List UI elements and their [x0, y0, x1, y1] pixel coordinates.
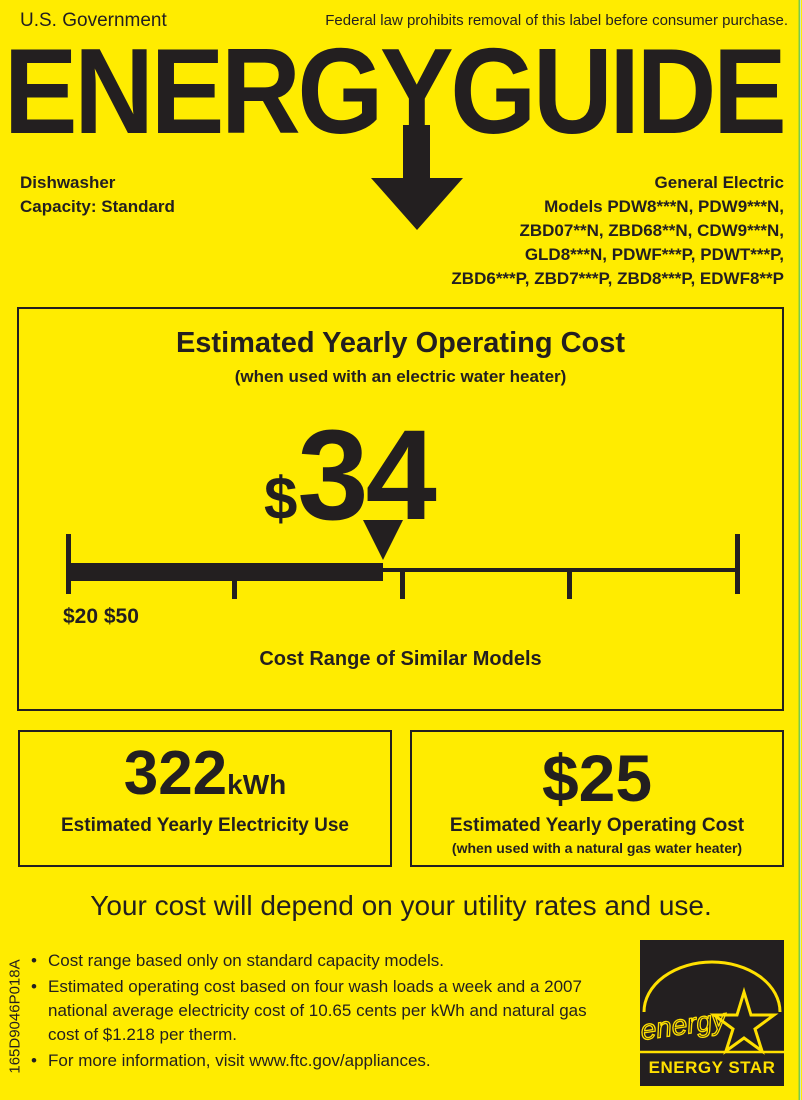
- svg-text:ENERGY STAR: ENERGY STAR: [649, 1058, 776, 1077]
- svg-text:energy: energy: [640, 1003, 730, 1046]
